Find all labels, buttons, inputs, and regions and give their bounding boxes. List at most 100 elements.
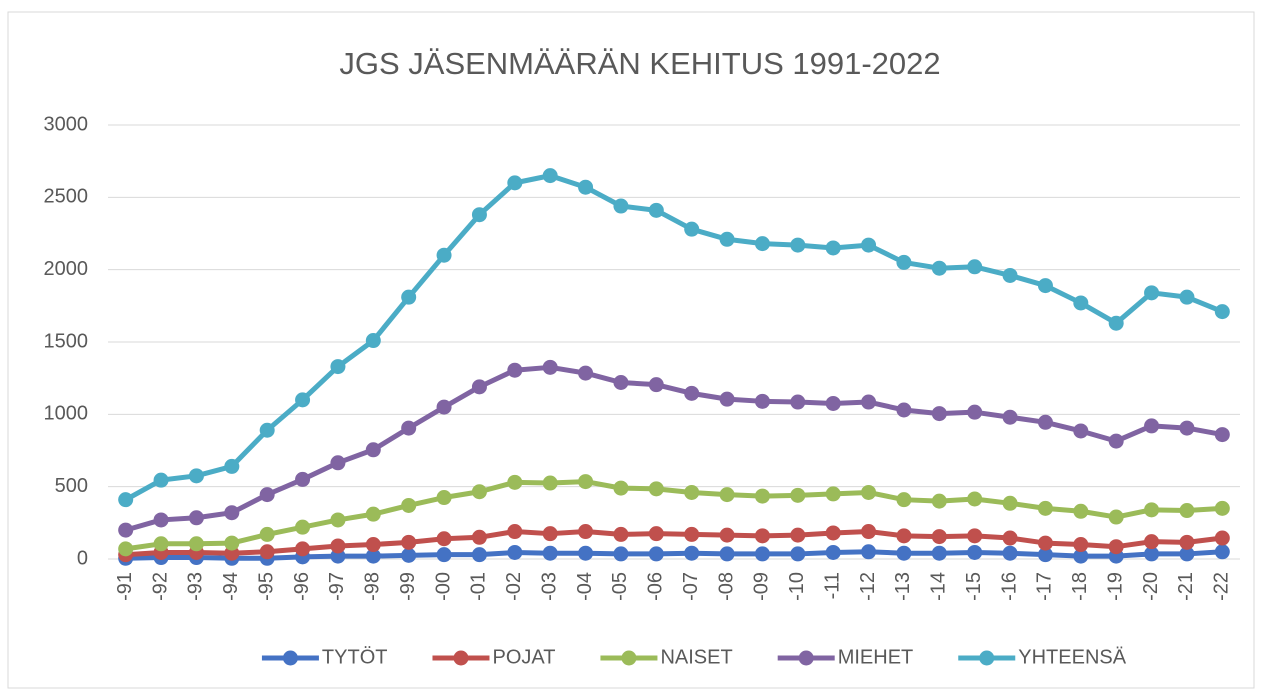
x-tick-label: -95 (255, 572, 277, 601)
data-point (224, 505, 240, 521)
data-point (330, 538, 346, 554)
data-point (153, 512, 169, 528)
data-point (613, 480, 629, 496)
data-point (896, 492, 912, 508)
x-tick-label: -08 (715, 572, 737, 601)
data-point (931, 406, 947, 422)
data-point (861, 524, 877, 540)
data-point (542, 475, 558, 491)
data-point (471, 547, 487, 563)
data-point (790, 237, 806, 253)
x-tick-label: -16 (998, 572, 1020, 601)
data-point (967, 544, 983, 560)
data-point (330, 512, 346, 528)
data-point (825, 486, 841, 502)
data-point (861, 394, 877, 410)
data-point (365, 548, 381, 564)
x-tick-label: -07 (680, 572, 702, 601)
data-point (896, 402, 912, 418)
data-point (542, 168, 558, 184)
data-point (471, 207, 487, 223)
data-point (1037, 547, 1053, 563)
data-point (719, 546, 735, 562)
data-point (1073, 423, 1089, 439)
data-point (1108, 315, 1124, 331)
data-point (754, 488, 770, 504)
data-point (754, 528, 770, 544)
data-point (896, 528, 912, 544)
x-tick-label: -92 (149, 572, 171, 601)
data-point (861, 237, 877, 253)
x-tick-label: -09 (751, 572, 773, 601)
legend-marker (979, 650, 995, 666)
data-point (719, 391, 735, 407)
y-tick-label: 0 (77, 547, 88, 569)
data-point (365, 506, 381, 522)
data-point (542, 545, 558, 561)
data-point (1037, 414, 1053, 430)
data-point (153, 472, 169, 488)
data-point (1214, 427, 1230, 443)
data-point (825, 544, 841, 560)
data-point (790, 527, 806, 543)
data-point (365, 442, 381, 458)
x-tick-label: -05 (609, 572, 631, 601)
data-point (224, 535, 240, 551)
data-point (507, 524, 523, 540)
legend: TYTÖT POJAT NAISET MIEHET YHTEENSÄ (261, 646, 1127, 668)
data-point (471, 379, 487, 395)
data-point (1144, 534, 1160, 550)
data-point (471, 484, 487, 500)
data-point (684, 545, 700, 561)
data-point (1144, 418, 1160, 434)
data-point (719, 527, 735, 543)
data-point (118, 492, 134, 508)
data-point (507, 175, 523, 191)
legend-label: TYTÖT (322, 646, 388, 668)
data-point (1179, 546, 1195, 562)
data-point (825, 395, 841, 411)
data-point (401, 497, 417, 513)
data-point (542, 359, 558, 375)
data-point (613, 526, 629, 542)
data-point (259, 422, 275, 438)
data-point (259, 526, 275, 542)
data-point (1144, 285, 1160, 301)
data-point (1214, 530, 1230, 546)
data-point (578, 545, 594, 561)
data-point (896, 545, 912, 561)
legend-marker (621, 650, 637, 666)
legend-label: POJAT (492, 646, 555, 668)
data-point (578, 474, 594, 490)
data-point (1144, 502, 1160, 518)
x-tick-label: -11 (821, 572, 843, 599)
data-point (1073, 295, 1089, 311)
data-point (896, 254, 912, 270)
x-tick-label: -98 (362, 572, 384, 601)
data-point (684, 484, 700, 500)
data-point (1002, 530, 1018, 546)
data-point (1214, 304, 1230, 320)
data-point (1108, 539, 1124, 555)
data-point (790, 394, 806, 410)
x-tick-label: -01 (468, 572, 490, 601)
data-point (648, 526, 664, 542)
data-point (1179, 289, 1195, 305)
data-point (967, 404, 983, 420)
x-tick-label: -21 (1175, 572, 1197, 601)
y-tick-label: 1500 (44, 330, 89, 352)
data-point (507, 544, 523, 560)
x-tick-label: -91 (114, 572, 136, 601)
data-point (1179, 503, 1195, 519)
data-point (436, 547, 452, 563)
data-point (578, 365, 594, 381)
data-point (684, 221, 700, 237)
x-tick-label: -13 (892, 572, 914, 601)
data-point (295, 392, 311, 408)
data-point (684, 385, 700, 401)
data-point (719, 487, 735, 503)
y-tick-label: 2500 (44, 186, 89, 208)
data-point (436, 531, 452, 547)
data-point (931, 545, 947, 561)
